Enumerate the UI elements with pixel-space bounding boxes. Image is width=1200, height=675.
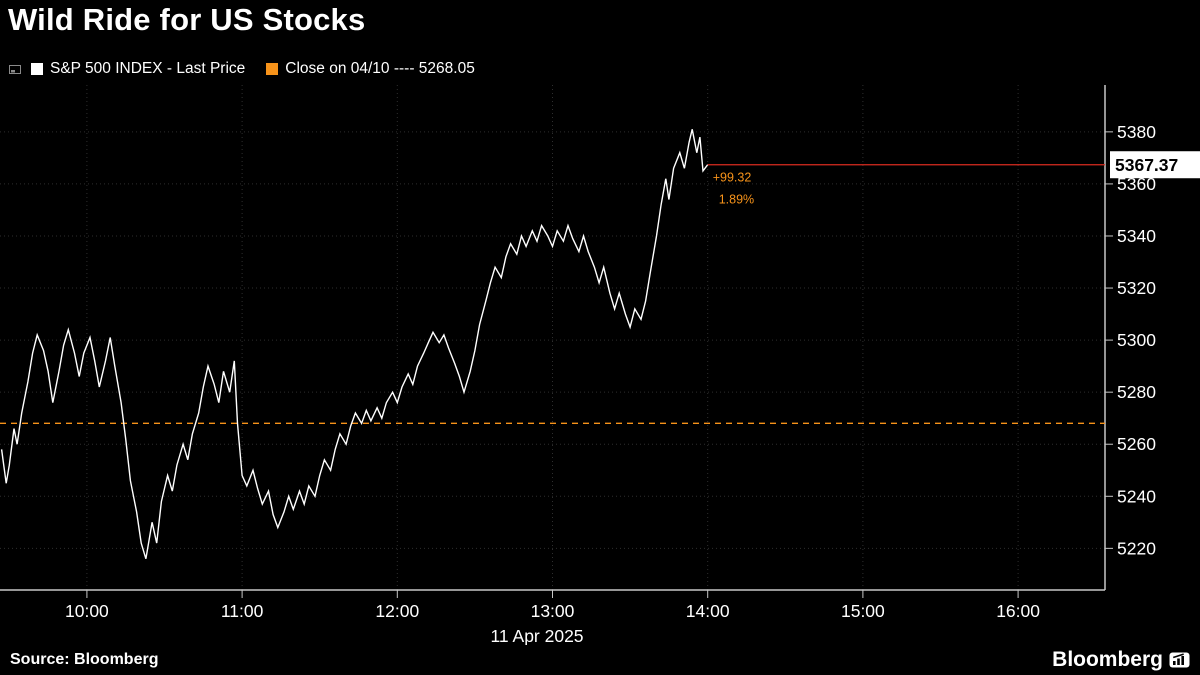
close-swatch-icon: [266, 63, 279, 75]
x-tick-label: 12:00: [375, 601, 419, 621]
y-tick-label: 5360: [1117, 174, 1156, 194]
x-tick-label: 11:00: [221, 601, 264, 621]
x-tick-label: 15:00: [841, 601, 885, 621]
last-price-label: 5367.37: [1115, 155, 1178, 175]
series-swatch-icon: [31, 63, 43, 75]
footer: Source: Bloomberg Bloomberg: [0, 645, 1200, 675]
y-tick-label: 5380: [1117, 122, 1156, 142]
x-tick-label: 16:00: [996, 601, 1040, 621]
y-tick-label: 5300: [1117, 330, 1156, 350]
price-chart[interactable]: 5220 5240 5260 5280 5300 5320 5340 5360 5380 10:0…: [0, 85, 1200, 645]
legend-expand-icon[interactable]: [8, 63, 22, 76]
date-label: 11 Apr 2025: [490, 626, 583, 645]
change-annotation: +99.32: [713, 171, 752, 185]
change-pct-annotation: 1.89%: [719, 193, 754, 207]
last-price-label-box: [1110, 151, 1200, 179]
y-tick-label: 5220: [1117, 538, 1156, 558]
y-tick-label: 5240: [1117, 486, 1156, 506]
bloomberg-chart-icon: [1169, 652, 1190, 668]
bloomberg-logo-text: Bloomberg: [1052, 648, 1163, 671]
bloomberg-logo: Bloomberg: [1052, 648, 1190, 672]
legend: S&P 500 INDEX - Last Price Close on 04/1…: [8, 60, 475, 78]
series-legend-label: S&P 500 INDEX - Last Price: [50, 60, 246, 77]
y-tick-label: 5340: [1117, 226, 1156, 246]
y-tick-label: 5320: [1117, 278, 1156, 298]
chart-title: Wild Ride for US Stocks: [8, 2, 366, 37]
close-legend-label: Close on 04/10 ---- 5268.05: [285, 60, 475, 77]
x-tick-label: 14:00: [686, 601, 730, 621]
source-label: Source: Bloomberg: [10, 651, 159, 668]
x-tick-label: 13:00: [531, 601, 575, 621]
price-series-line: [0, 129, 709, 560]
y-tick-label: 5260: [1117, 434, 1156, 454]
x-tick-label: 10:00: [65, 601, 109, 621]
y-tick-label: 5280: [1117, 382, 1156, 402]
